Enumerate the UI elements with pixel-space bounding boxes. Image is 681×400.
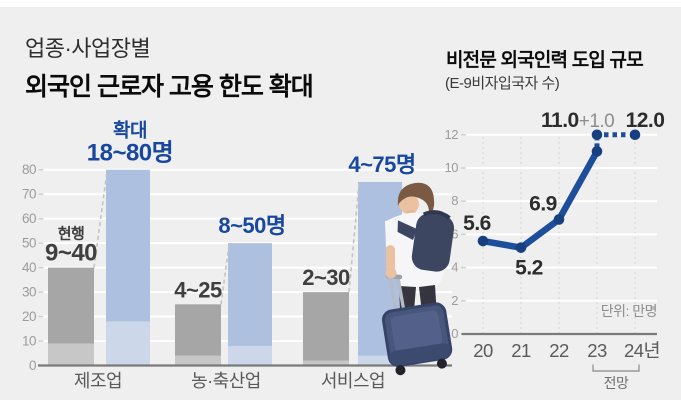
bar-segment-range (228, 243, 272, 346)
bar-segment-min (175, 355, 221, 366)
point-label: 12.0 (626, 109, 665, 132)
traveler-hand (385, 267, 397, 279)
category-label: 농·축산업 (191, 371, 261, 391)
forecast-bracket (592, 364, 640, 372)
line-chart-subtitle: (E-9비자입국자 수) (445, 75, 560, 92)
suitcase (381, 302, 453, 376)
line-ytick-label: 2 (451, 293, 458, 308)
data-point (477, 235, 489, 247)
legend-current: 현행 (58, 226, 85, 243)
top-strip (0, 0, 681, 7)
data-point (591, 146, 603, 157)
unit-label: 단위: 만명 (601, 303, 657, 319)
bar-ytick-label: 60 (22, 211, 36, 226)
bar-segment-range (48, 267, 94, 344)
line-ytick-label: 4 (451, 260, 458, 275)
bar-segment-min (303, 360, 349, 366)
line-xtick-label: 24년 (624, 340, 660, 361)
bar-value-label: 8~50명 (218, 213, 285, 238)
bar-ytick-label: 70 (22, 187, 36, 202)
line-ytick-label: 8 (451, 193, 458, 208)
bar-segment-range (303, 292, 349, 361)
forecast-label: 전망 (604, 375, 629, 391)
bar-ytick-label: 10 (22, 334, 36, 349)
line-chart: 0 2 4 6 8 10 12 20 21 22 23 24년 5.6 5.2 6.9 11.0+1.0 12.… (445, 109, 665, 391)
line-ytick-label: 6 (451, 226, 458, 241)
point-label: 5.6 (463, 212, 491, 235)
bar-ytick-label: 20 (22, 309, 36, 324)
line-xtick-label: 21 (511, 340, 531, 361)
bar-value-label: 2~30 (302, 265, 350, 290)
data-point (553, 214, 565, 225)
bar-segment-min (358, 355, 402, 366)
bar-segment-min (228, 345, 272, 366)
bar-value-label: 4~75명 (348, 152, 415, 177)
line-chart-title: 비전문 외국인력 도입 규모 (446, 50, 644, 71)
data-point (515, 242, 527, 253)
expansion-connector (93, 171, 108, 268)
bar-ytick-label: 50 (22, 236, 36, 251)
point-label: 5.2 (515, 257, 543, 280)
point-label-forecast-base: 11.0+1.0 (541, 109, 614, 132)
category-label: 제조업 (74, 371, 122, 391)
page-kicker: 업종·사업장별 (25, 36, 151, 61)
line-ytick-label: 10 (445, 160, 459, 175)
legend-expanded: 확대 (113, 119, 147, 142)
traveler-arm-sleeve (385, 219, 398, 247)
line-ytick-label: 0 (451, 326, 458, 341)
expansion-connector (348, 183, 360, 293)
bar-chart: 0 10 20 30 40 50 60 70 80 제조업 농·축산업 서비스업 현행9~40 4~25 2… (22, 119, 452, 391)
bar-segment-min (106, 321, 150, 366)
bar-segment-range (175, 304, 221, 356)
expansion-connector (220, 245, 230, 305)
backpack (411, 210, 455, 272)
traveler-forearm (386, 245, 395, 272)
point-label: 6.9 (529, 192, 557, 215)
data-point (591, 129, 603, 141)
data-line (479, 148, 601, 251)
line-ytick-label: 12 (445, 127, 459, 142)
bar-segment-min (48, 343, 94, 366)
line-xtick-label: 23 (587, 340, 607, 361)
bar-ytick-label: 0 (29, 358, 36, 373)
data-point (629, 129, 641, 141)
line-xtick-label: 20 (473, 340, 493, 361)
traveler-illustration (381, 182, 455, 376)
bar-value-label: 4~25 (174, 277, 222, 302)
bar-value-label: 9~40 (45, 240, 97, 267)
bar-value-label: 18~80명 (87, 140, 174, 167)
line-xtick-label: 22 (549, 340, 569, 361)
page-title: 외국인 근로자 고용 한도 확대 (25, 73, 314, 101)
bar-ytick-label: 80 (22, 162, 36, 177)
bar-ytick-label: 30 (22, 285, 36, 300)
backpack-strap (392, 219, 417, 240)
category-label: 서비스업 (321, 371, 385, 391)
bar-segment-range (106, 169, 150, 322)
traveler-hair (397, 182, 435, 216)
bar-ytick-label: 40 (22, 260, 36, 275)
